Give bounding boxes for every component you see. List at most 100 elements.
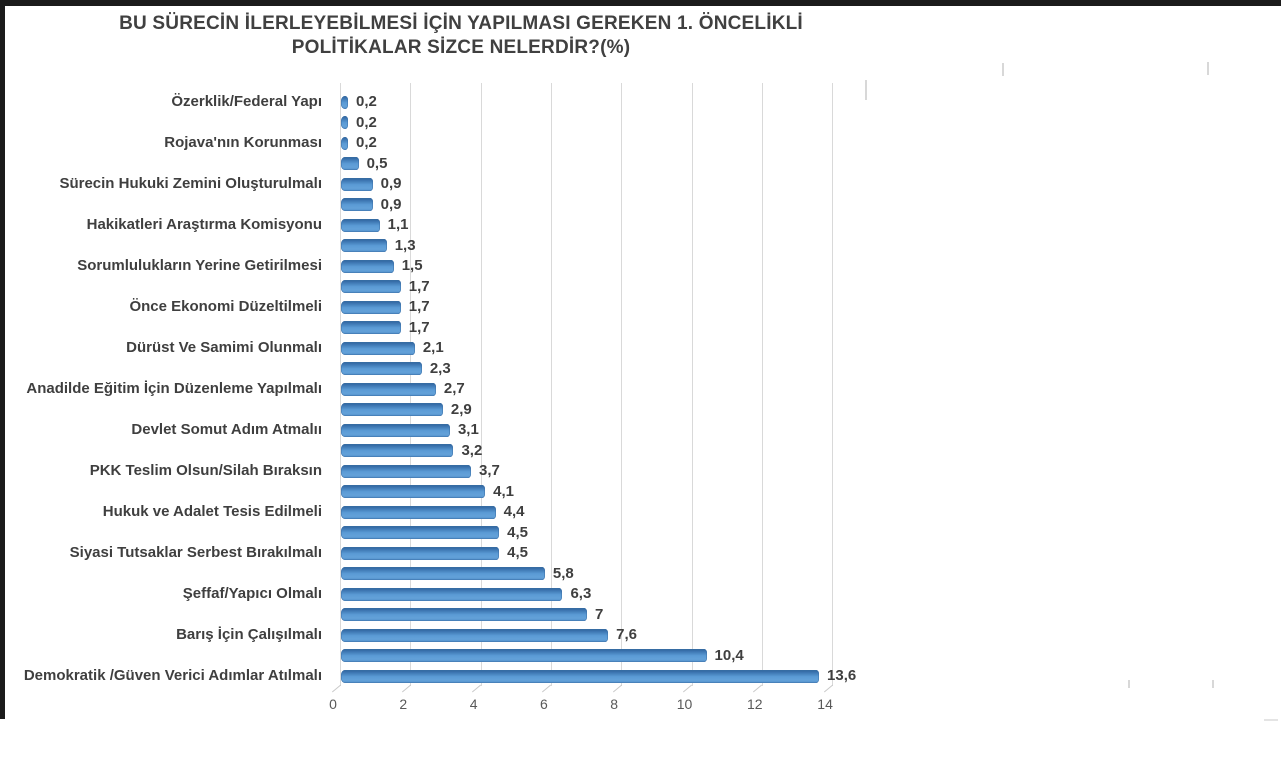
bar-row: 10,4 xyxy=(340,646,885,667)
bar-row: 0,9 xyxy=(340,174,885,195)
category-label: Özerklik/Federal Yapı xyxy=(171,93,322,110)
gridline xyxy=(691,83,693,686)
gridline-artifact xyxy=(1264,719,1278,721)
bar-row: 4,1 xyxy=(340,482,885,503)
bar xyxy=(341,239,387,253)
bar xyxy=(341,280,401,294)
bar-row: 3,2 xyxy=(340,441,885,462)
category-label: Demokratik /Güven Verici Adımlar Atılmal… xyxy=(23,667,322,684)
x-axis-tick-label: 4 xyxy=(469,696,478,712)
bar-row: 1,7 xyxy=(340,297,885,318)
bar-row: 13,6 xyxy=(340,666,885,687)
bar-value-label: 3,2 xyxy=(461,441,483,459)
bar xyxy=(341,95,349,109)
bar-value-label: 7 xyxy=(595,605,604,623)
bar-row: 7 xyxy=(340,605,885,626)
category-label: Hakikatleri Araştırma Komisyonu xyxy=(86,216,322,233)
bar xyxy=(341,362,422,376)
bar-value-label: 0,2 xyxy=(356,113,377,131)
bar-row: 2,9 xyxy=(340,400,885,421)
bar-value-label: 0,2 xyxy=(356,93,377,110)
bar-value-label: 3,1 xyxy=(457,421,479,438)
bar xyxy=(341,382,436,396)
bar-value-label: 1,7 xyxy=(408,298,430,315)
bar-row: 1,1 xyxy=(340,215,885,236)
bar xyxy=(341,136,349,150)
gridline xyxy=(480,83,482,686)
category-label: Barış İçin Çalışılmalı xyxy=(176,626,322,643)
bar xyxy=(341,341,415,355)
bar-value-label: 1,7 xyxy=(408,318,430,336)
category-label: Anadilde Eğitim İçin Düzenleme Yapılmalı xyxy=(26,380,322,397)
bar-row: 1,3 xyxy=(340,236,885,257)
bar xyxy=(341,587,563,601)
gridline xyxy=(832,83,834,686)
chart-title: BU SÜRECİN İLERLEYEBİLMESİ İÇİN YAPILMAS… xyxy=(5,12,917,60)
bar-row: 6,3 xyxy=(340,584,885,605)
x-axis-tick-label: 0 xyxy=(329,696,337,712)
bar-value-label: 0,9 xyxy=(380,195,402,213)
bar xyxy=(341,198,373,212)
bar-row: 2,3 xyxy=(340,359,885,380)
bar-value-label: 1,3 xyxy=(394,236,416,254)
bar xyxy=(341,608,588,622)
bar-row: 5,8 xyxy=(340,564,885,585)
chart-title-line2: POLİTİKALAR SİZCE NELERDİR?(%) xyxy=(291,37,631,58)
bar xyxy=(341,526,500,540)
bar-value-label: 13,6 xyxy=(827,667,857,684)
category-label: Şeffaf/Yapıcı Olmalı xyxy=(182,585,322,602)
x-axis-tick-label: 8 xyxy=(610,696,619,712)
category-label: Önce Ekonomi Düzeltilmeli xyxy=(129,298,322,315)
category-label: Sorumlulukların Yerine Getirilmesi xyxy=(77,257,322,274)
gridline-artifact xyxy=(1212,680,1214,688)
bar-row: 3,1 xyxy=(340,420,885,441)
bar-row: 1,7 xyxy=(340,277,885,298)
bar-row: 1,7 xyxy=(340,318,885,339)
bar-row: 0,2 xyxy=(340,92,885,113)
category-label: Devlet Somut Adım Atmalıı xyxy=(131,421,322,438)
bar-row: 0,9 xyxy=(340,195,885,216)
gridline-artifact xyxy=(1207,62,1209,75)
chart-title-line1: BU SÜRECİN İLERLEYEBİLMESİ İÇİN YAPILMAS… xyxy=(119,13,803,34)
bar xyxy=(341,444,454,458)
bar-value-label: 6,3 xyxy=(570,585,592,602)
bar-value-label: 2,1 xyxy=(422,339,444,356)
bar xyxy=(341,177,373,191)
bar-value-label: 2,7 xyxy=(443,380,465,397)
gridline xyxy=(621,83,623,686)
x-axis-tick-label: 2 xyxy=(399,696,408,712)
bar xyxy=(341,546,500,560)
x-axis-tick-label: 14 xyxy=(817,696,833,712)
bar-row: 7,6 xyxy=(340,625,885,646)
frame-border-top xyxy=(0,0,1281,6)
bar xyxy=(341,423,450,437)
bar-value-label: 0,2 xyxy=(356,134,377,151)
category-label: Siyasi Tutsaklar Serbest Bırakılmalı xyxy=(69,544,322,561)
x-axis-tick-label: 12 xyxy=(747,696,763,712)
gridline xyxy=(761,83,763,686)
bar-row: 3,7 xyxy=(340,461,885,482)
category-label: Hukuk ve Adalet Tesis Edilmeli xyxy=(102,503,322,520)
bar-row: 1,5 xyxy=(340,256,885,277)
bar xyxy=(341,505,496,519)
bar-value-label: 0,9 xyxy=(380,175,402,192)
bar xyxy=(341,669,820,683)
bar-value-label: 1,1 xyxy=(387,216,409,233)
bar-value-label: 2,9 xyxy=(450,400,472,418)
category-label: Dürüst Ve Samimi Olunmalı xyxy=(126,339,322,356)
bar xyxy=(341,567,545,581)
category-axis-labels: Özerklik/Federal Yapı Rojava'nın Korunmas… xyxy=(0,92,322,687)
bar xyxy=(341,649,707,663)
bar-value-label: 7,6 xyxy=(616,626,637,643)
x-axis-tick-label: 6 xyxy=(539,696,548,712)
bar-row: 4,4 xyxy=(340,502,885,523)
bar-value-label: 1,7 xyxy=(408,277,430,295)
bar-row: 0,2 xyxy=(340,133,885,154)
bar-value-label: 4,4 xyxy=(503,503,525,520)
bar xyxy=(341,485,486,499)
bar-value-label: 10,4 xyxy=(714,646,744,664)
bar xyxy=(341,464,472,478)
bar xyxy=(341,259,394,273)
category-label: Rojava'nın Korunması xyxy=(164,134,322,151)
